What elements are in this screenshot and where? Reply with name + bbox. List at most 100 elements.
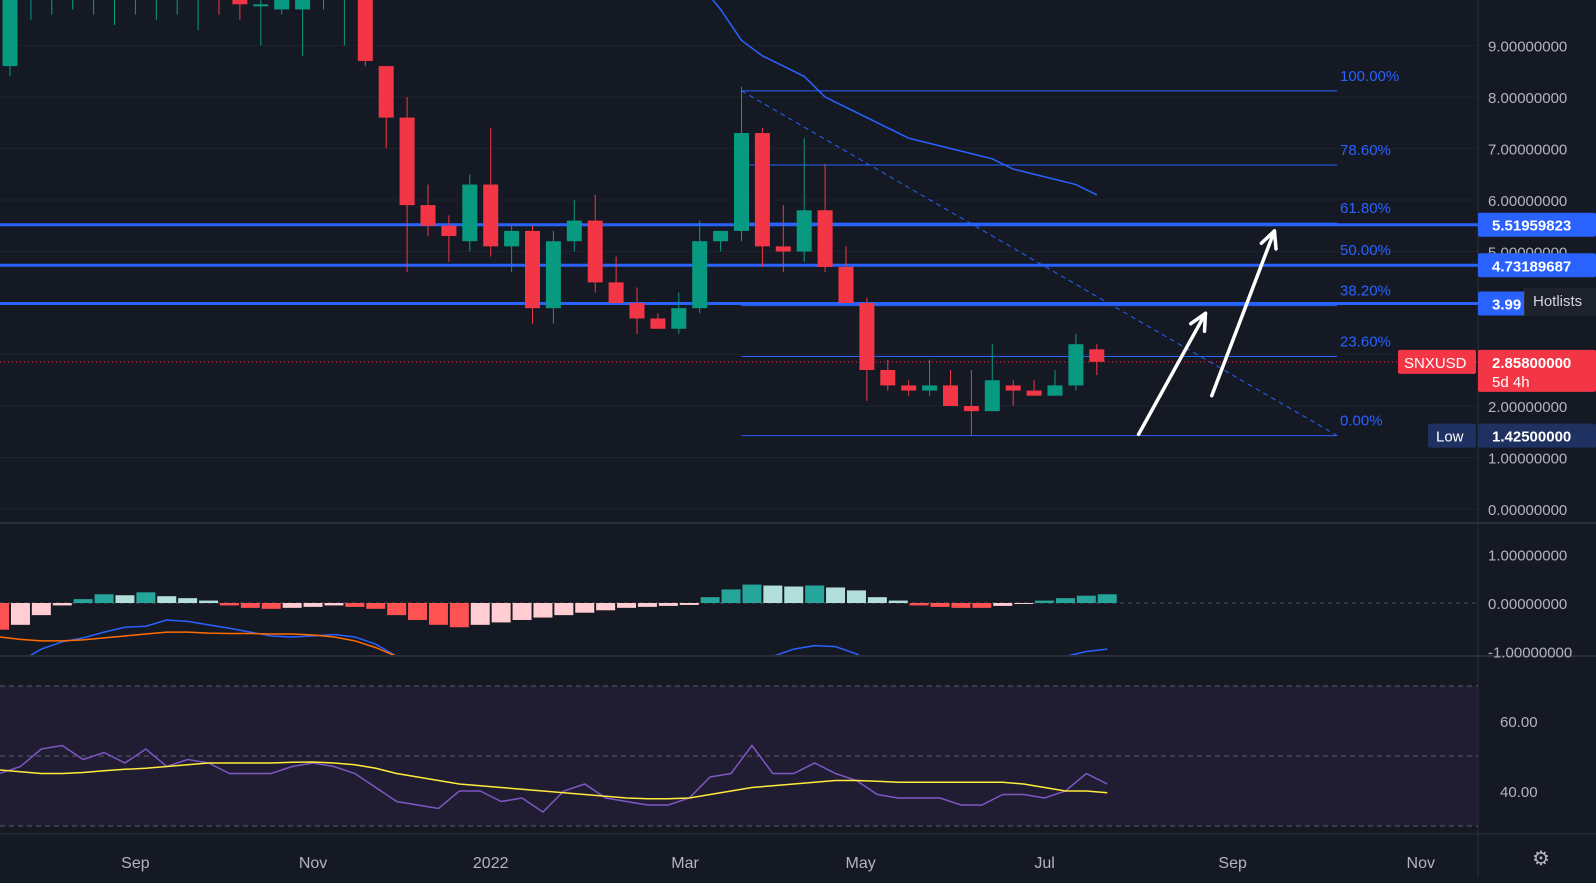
low-tag-bg — [1428, 423, 1476, 448]
candle — [817, 210, 833, 267]
macd-signal-line — [0, 631, 396, 655]
time-axis-label: Sep — [1218, 855, 1247, 872]
candle — [671, 308, 687, 329]
macd-histogram-bar — [324, 603, 344, 606]
candle — [504, 230, 520, 247]
price-axis-tick-label: 7.00000000 — [1488, 142, 1567, 159]
price-axis-label: 2.85800000 — [1492, 355, 1571, 372]
symbol-tag-bg — [1398, 349, 1476, 374]
rsi-axis-tick-label: 60.00 — [1500, 714, 1538, 731]
macd-histogram-bar — [136, 592, 156, 603]
candle — [2, 0, 18, 67]
macd-histogram-bar — [512, 603, 532, 620]
price-axis-tick-label: 2.00000000 — [1488, 399, 1567, 416]
macd-histogram-bar — [763, 585, 783, 603]
macd-histogram-bar — [888, 600, 908, 603]
low-tag-label: Low — [1436, 429, 1464, 446]
macd-histogram-bar — [1076, 595, 1096, 603]
macd-histogram-bar — [1055, 598, 1075, 603]
candle — [587, 220, 603, 283]
price-axis-tick-label: 8.00000000 — [1488, 90, 1567, 107]
candle — [963, 406, 979, 412]
fib-level-label: 61.80% — [1340, 200, 1391, 217]
arrow-shaft — [1210, 229, 1277, 398]
candle — [796, 210, 812, 252]
candle — [880, 369, 896, 386]
candle — [441, 225, 457, 237]
macd-histogram-bar — [240, 603, 260, 608]
rsi-pane — [0, 685, 1478, 827]
candle — [608, 282, 624, 303]
price-axis-label-bg — [1478, 212, 1596, 237]
macd-histogram-bar — [261, 603, 281, 609]
candle — [629, 303, 645, 319]
macd-histogram-bar — [1097, 594, 1117, 603]
macd-histogram-bar — [805, 585, 825, 603]
candle — [232, 0, 248, 5]
macd-pane — [0, 584, 1478, 655]
candle — [1047, 385, 1063, 396]
fib-level-label: 100.00% — [1340, 68, 1399, 85]
macd-histogram-bar — [784, 586, 804, 603]
fib-level-label: 78.60% — [1340, 142, 1391, 159]
price-axis-label-bg — [1478, 349, 1596, 392]
macd-histogram-bar — [73, 599, 93, 603]
fib-level-label: 0.00% — [1340, 413, 1383, 430]
rsi-line — [0, 744, 1108, 813]
macd-histogram-bar — [700, 597, 720, 603]
macd-histogram-bar — [449, 603, 469, 628]
macd-histogram-bar — [157, 596, 177, 603]
moving-average-line — [711, 0, 1098, 196]
fib-level-label: 50.00% — [1340, 242, 1391, 259]
macd-histogram-bar — [219, 603, 239, 606]
macd-histogram-bar — [637, 603, 657, 607]
macd-histogram-bar — [972, 603, 992, 608]
macd-histogram-bar — [10, 603, 30, 625]
macd-histogram-bar — [1014, 603, 1034, 604]
macd-histogram-bar — [408, 603, 428, 620]
price-pane: 100.00% 78.60% 61.80% 50.00% 38.20% 23.60% 0.0… — [0, 0, 1478, 437]
macd-histogram-bar — [742, 584, 762, 603]
price-axis-tick-label: 1.00000000 — [1488, 451, 1567, 468]
time-axis-label: 2022 — [473, 855, 509, 872]
macd-histogram-bar — [867, 597, 887, 603]
macd-axis-tick-label: -1.00000000 — [1488, 645, 1572, 662]
price-axis-tick-label: 0.00000000 — [1488, 502, 1567, 519]
candle — [357, 0, 373, 61]
macd-histogram-bar — [491, 603, 511, 623]
candle — [420, 205, 436, 226]
candle — [922, 385, 938, 391]
macd-histogram-bar — [0, 603, 10, 630]
fib-level-label: 23.60% — [1340, 334, 1391, 351]
macd-histogram-bar — [658, 603, 678, 606]
gear-icon[interactable]: ⚙ — [1532, 848, 1550, 870]
macd-histogram-bar — [575, 603, 595, 613]
rsi-ma-line — [0, 761, 1108, 800]
candle — [859, 303, 875, 370]
hotlists-button[interactable]: Hotlists — [1524, 288, 1596, 316]
time-axis-label: Nov — [299, 855, 327, 872]
macd-histogram-bar — [1035, 600, 1055, 603]
candle — [462, 184, 478, 242]
macd-histogram-bar — [951, 603, 971, 608]
rsi-axis-tick-label: 40.00 — [1500, 784, 1538, 801]
macd-histogram-bar — [721, 589, 741, 603]
macd-histogram-bar — [366, 603, 386, 609]
candle — [378, 66, 394, 118]
candle — [253, 4, 269, 7]
countdown-label: 5d 4h — [1492, 374, 1530, 391]
macd-histogram-bar — [826, 587, 846, 603]
trendline — [741, 90, 1338, 437]
macd-histogram-bar — [617, 603, 637, 608]
time-axis-label: May — [846, 855, 876, 872]
candle — [943, 385, 958, 406]
macd-histogram-bar — [178, 598, 198, 603]
macd-histogram-bar — [470, 603, 490, 625]
macd-histogram-bar — [94, 594, 114, 603]
candle — [713, 230, 729, 242]
macd-histogram-bar — [428, 603, 448, 625]
macd-histogram-bar — [930, 603, 950, 607]
symbol-tag-label: SNXUSD — [1404, 355, 1467, 372]
